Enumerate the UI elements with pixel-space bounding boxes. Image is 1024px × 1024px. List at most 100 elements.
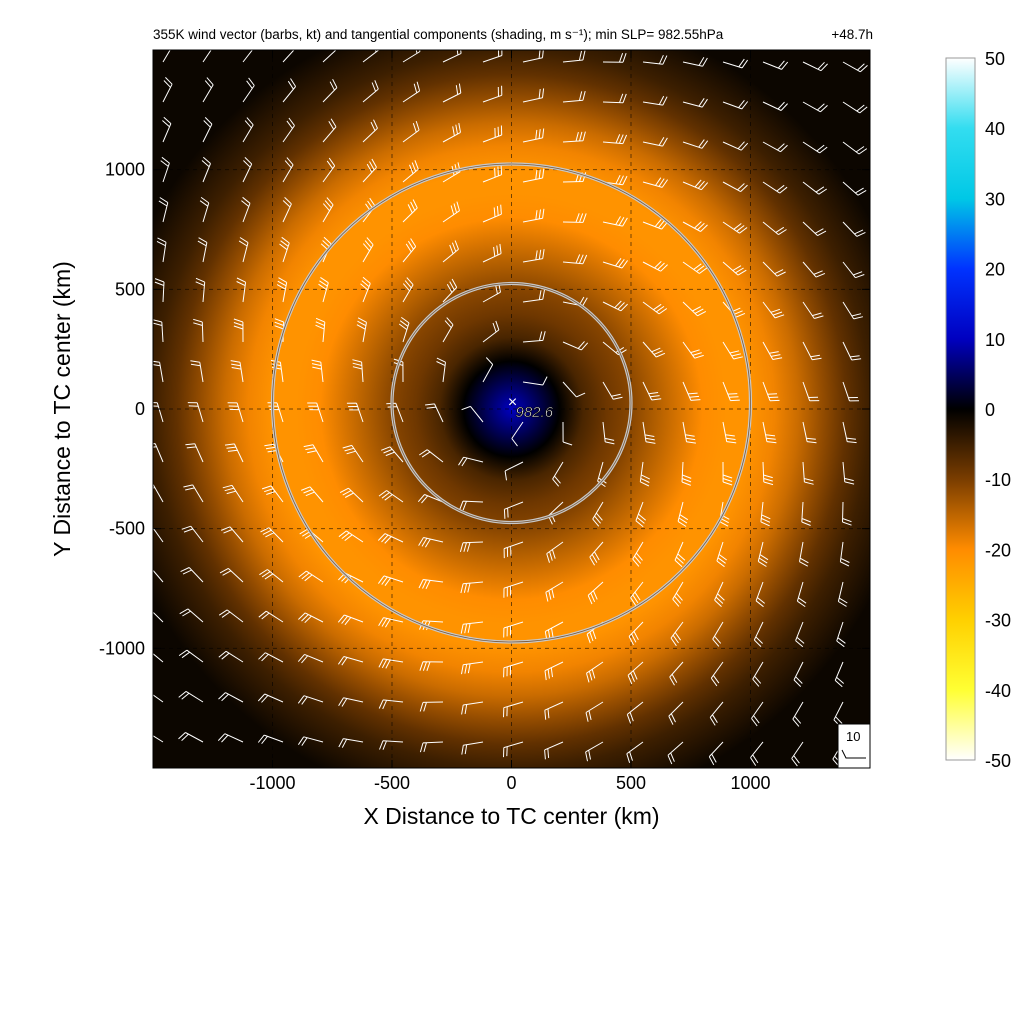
wind-barb <box>546 541 564 563</box>
wind-barb <box>708 741 724 766</box>
colorbar-tick-label: 40 <box>985 119 1005 139</box>
wind-barb <box>836 621 846 648</box>
wind-barb <box>419 661 444 671</box>
wind-barb <box>398 316 410 343</box>
wind-barb <box>842 181 867 196</box>
wind-barb <box>482 165 503 183</box>
wind-barb <box>592 501 604 527</box>
wind-barb <box>762 60 789 70</box>
wind-barb <box>842 341 862 361</box>
wind-barb <box>362 119 378 143</box>
wind-barb <box>257 734 284 745</box>
barb-key-icon <box>841 749 866 759</box>
wind-barb <box>419 449 444 463</box>
wind-barb <box>802 421 817 444</box>
wind-barb <box>722 301 746 318</box>
wind-barb <box>402 81 421 103</box>
wind-barb <box>402 160 419 183</box>
wind-barb <box>503 741 524 758</box>
wind-barb <box>342 444 364 463</box>
wind-barb <box>442 317 454 343</box>
wind-barb <box>482 357 494 383</box>
wind-barb <box>626 741 644 763</box>
wind-barb <box>301 486 324 503</box>
wind-barb <box>585 741 604 762</box>
wind-barb <box>709 701 724 726</box>
wind-barb <box>178 649 204 663</box>
wind-barb <box>503 701 524 718</box>
wind-barb <box>356 317 367 343</box>
wind-barb <box>482 204 502 223</box>
wind-barb <box>482 125 503 143</box>
wind-barb <box>762 461 774 486</box>
wind-barb <box>187 402 204 423</box>
wind-barb <box>190 360 204 383</box>
wind-barb <box>242 50 253 63</box>
wind-barb <box>682 301 707 317</box>
wind-barb <box>153 443 164 463</box>
wind-barb <box>635 501 647 528</box>
wind-barb <box>722 99 749 110</box>
wind-barb <box>668 701 684 725</box>
wind-barb <box>796 581 807 608</box>
barb-key: 10 <box>837 723 870 768</box>
colorbar-gradient <box>945 57 976 761</box>
wind-barb <box>627 661 644 685</box>
wind-barb <box>544 621 564 641</box>
wind-barb <box>322 157 336 183</box>
figure-title: 355K wind vector (barbs, kt) and tangent… <box>153 27 724 42</box>
wind-barb <box>238 237 249 263</box>
wind-barb <box>511 421 524 447</box>
wind-barb <box>755 581 766 608</box>
colorbar-tick-label: -30 <box>985 611 1011 631</box>
wind-barb <box>153 402 164 423</box>
wind-barb <box>602 53 627 63</box>
wind-barb <box>282 157 294 183</box>
wind-barb <box>402 120 420 143</box>
wind-barb <box>227 402 244 423</box>
wind-barb <box>722 181 748 193</box>
wind-barb <box>460 581 484 594</box>
wind-barb <box>842 141 868 155</box>
wind-barb <box>642 341 666 358</box>
wind-barb <box>303 444 324 463</box>
wind-barb <box>710 661 724 687</box>
wind-barb <box>753 621 764 647</box>
wind-barb <box>682 139 709 149</box>
wind-barb <box>322 118 337 143</box>
wind-barb <box>362 158 377 183</box>
wind-barb <box>217 733 244 743</box>
wind-barb <box>436 357 446 383</box>
wind-barb <box>419 701 444 712</box>
x-tick-label: 500 <box>616 773 646 793</box>
wind-barb <box>178 690 204 703</box>
wind-barb <box>716 541 727 568</box>
wind-barb <box>503 541 524 559</box>
x-tick-label: 0 <box>506 773 516 793</box>
wind-barb <box>442 201 460 223</box>
wind-barb <box>377 575 404 586</box>
wind-barb <box>842 301 864 320</box>
wind-barb <box>792 701 804 727</box>
wind-barb <box>589 541 604 566</box>
wind-barb <box>338 572 364 584</box>
wind-barb <box>839 541 850 567</box>
wind-barb <box>257 693 284 703</box>
wind-barb <box>562 341 589 351</box>
wind-barb <box>224 443 244 463</box>
wind-barb <box>322 78 338 103</box>
wind-barb <box>674 541 686 568</box>
wind-barb <box>642 177 669 188</box>
wind-barb <box>459 541 484 553</box>
wind-barb <box>682 421 696 444</box>
wind-barb <box>642 421 656 444</box>
wind-barb <box>602 300 628 312</box>
wind-barb <box>562 131 586 143</box>
wind-barb <box>337 614 364 626</box>
wind-barb <box>762 141 788 153</box>
wind-barb <box>362 80 379 103</box>
wind-barb <box>158 197 169 223</box>
wind-barb <box>218 609 244 623</box>
wind-barb <box>378 617 404 628</box>
wind-barb <box>562 90 586 103</box>
